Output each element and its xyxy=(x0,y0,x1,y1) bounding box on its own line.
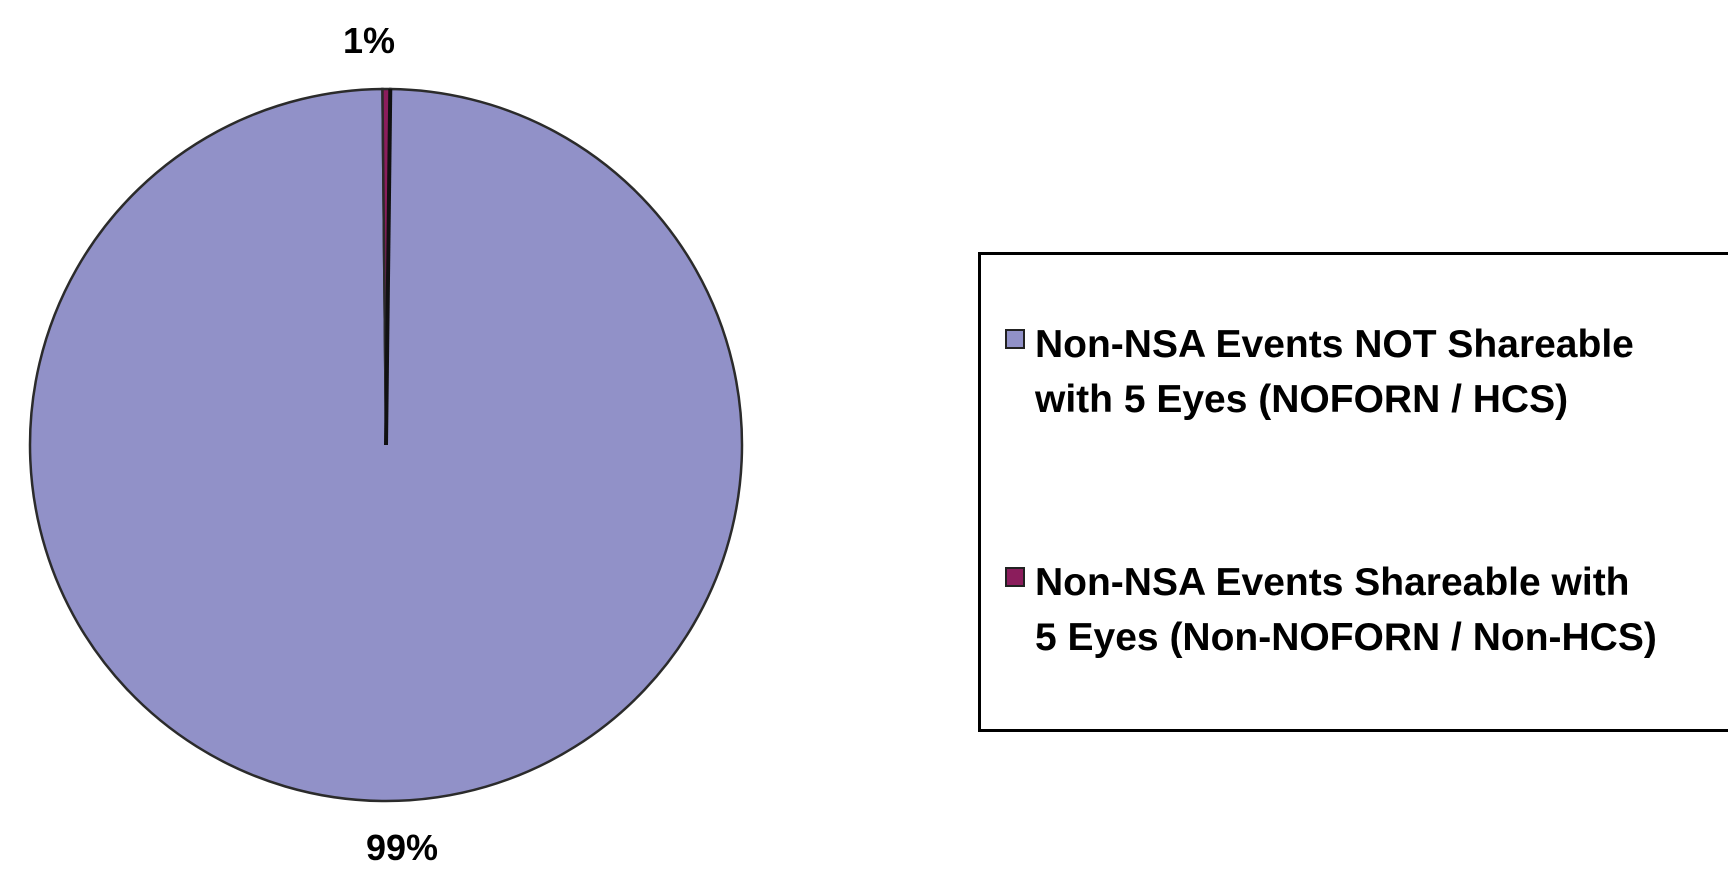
legend-label-shareable: Non-NSA Events Shareable with 5 Eyes (Non… xyxy=(1035,555,1728,665)
legend-label-line1: Non-NSA Events Shareable with xyxy=(1035,561,1630,604)
legend-label-line2: with 5 Eyes (NOFORN / HCS) xyxy=(1035,378,1569,421)
legend-label-line2: 5 Eyes (Non-NOFORN / Non-HCS) xyxy=(1035,616,1657,659)
pie-slices xyxy=(28,87,744,803)
legend-label-not-shareable: Non-NSA Events NOT Shareable with 5 Eyes … xyxy=(1035,317,1728,427)
legend-label-line1: Non-NSA Events NOT Shareable xyxy=(1035,323,1634,366)
legend-entry-shareable: Non-NSA Events Shareable with 5 Eyes (Non… xyxy=(1005,555,1728,665)
legend-swatch-shareable xyxy=(1005,567,1025,587)
data-label-shareable: 1% xyxy=(343,20,396,61)
legend: Non-NSA Events NOT Shareable with 5 Eyes … xyxy=(978,252,1728,732)
legend-entry-not-shareable: Non-NSA Events NOT Shareable with 5 Eyes … xyxy=(1005,317,1728,427)
slice-edge-line xyxy=(384,89,393,446)
legend-swatch-not-shareable xyxy=(1005,329,1025,349)
data-label-not-shareable: 99% xyxy=(366,827,439,868)
